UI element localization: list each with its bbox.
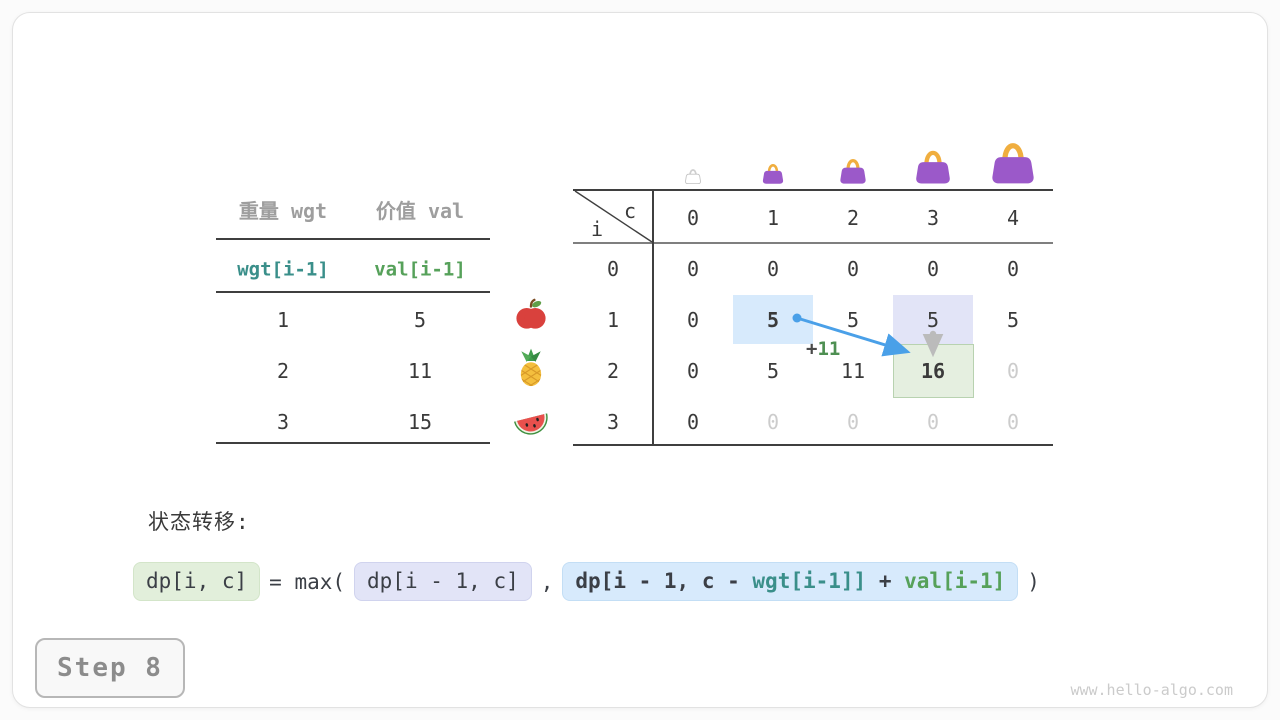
watermelon-icon bbox=[513, 406, 549, 442]
add-value-annotation: +11 bbox=[806, 338, 840, 360]
bag-capacity-4-icon bbox=[990, 135, 1037, 188]
item-val: 11 bbox=[407, 359, 433, 383]
dp-cell: 0 bbox=[846, 257, 860, 281]
corner-col-var: c bbox=[623, 199, 637, 223]
formula-close-paren: ) bbox=[1027, 569, 1040, 594]
items-table-line-top bbox=[216, 238, 490, 240]
bag-capacity-1-icon bbox=[762, 160, 785, 188]
dp-table-line-header bbox=[573, 242, 1053, 244]
corner-row-var: i bbox=[590, 217, 604, 241]
formula-option2-wgt: wgt[i-1]] bbox=[752, 569, 867, 593]
formula-option2-val: val[i-1] bbox=[904, 569, 1006, 593]
add-plus-sign: + bbox=[806, 338, 818, 360]
items-table-line-bottom bbox=[216, 442, 490, 444]
add-value: 11 bbox=[817, 338, 841, 360]
dp-col-header: 4 bbox=[1006, 206, 1020, 230]
dp-cell: 0 bbox=[686, 257, 700, 281]
dp-cell: 0 bbox=[926, 257, 940, 281]
dp-row-header: 3 bbox=[606, 410, 620, 434]
pineapple-icon bbox=[516, 348, 546, 392]
formula-option2: dp[i - 1, c - wgt[i-1]] + val[i-1] bbox=[562, 562, 1019, 602]
formula-label: 状态转移: bbox=[148, 510, 250, 534]
dp-table-line-bottom bbox=[573, 444, 1053, 446]
dp-cell-empty: 0 bbox=[1006, 410, 1020, 434]
dp-cell-empty: 0 bbox=[846, 410, 860, 434]
dp-cell: 0 bbox=[686, 308, 700, 332]
dp-cell: 0 bbox=[766, 257, 780, 281]
dp-col-header: 2 bbox=[846, 206, 860, 230]
item-val: 5 bbox=[413, 308, 427, 332]
dp-cell: 0 bbox=[1006, 257, 1020, 281]
dp-cell-empty: 0 bbox=[1006, 359, 1020, 383]
dp-cell-current: 16 bbox=[920, 359, 946, 383]
item-wgt: 3 bbox=[276, 410, 290, 434]
dp-row-header: 0 bbox=[606, 257, 620, 281]
dp-table-line-top bbox=[573, 189, 1053, 191]
formula-comma: , bbox=[540, 569, 554, 594]
formula-option1: dp[i - 1, c] bbox=[354, 562, 532, 602]
dp-cell: 0 bbox=[686, 359, 700, 383]
formula-equals-max: = max( bbox=[269, 569, 346, 594]
dp-col-header: 1 bbox=[766, 206, 780, 230]
dp-cell: 11 bbox=[840, 359, 866, 383]
items-subheader-val: val[i-1] bbox=[374, 258, 466, 281]
items-col-header-wgt: 重量 wgt bbox=[238, 199, 328, 223]
items-col-header-val: 价值 val bbox=[375, 199, 465, 223]
dp-cell: 5 bbox=[1006, 308, 1020, 332]
items-table-line-mid bbox=[216, 291, 490, 293]
step-badge: Step 8 bbox=[35, 638, 185, 698]
bag-capacity-3-icon bbox=[914, 144, 952, 188]
dp-col-header: 3 bbox=[926, 206, 940, 230]
dp-table-line-vertical bbox=[652, 189, 654, 446]
dp-cell-source: 5 bbox=[766, 308, 780, 332]
formula-lhs: dp[i, c] bbox=[133, 562, 261, 602]
state-transition-formula: dp[i, c] = max( dp[i - 1, c] , dp[i - 1,… bbox=[133, 562, 1049, 602]
formula-option2-prefix: dp[i - 1, c - bbox=[575, 569, 753, 593]
dp-cell-empty: 0 bbox=[926, 410, 940, 434]
apple-icon bbox=[515, 298, 547, 336]
dp-cell-empty: 0 bbox=[766, 410, 780, 434]
dp-cell: 0 bbox=[686, 410, 700, 434]
figure-card bbox=[12, 12, 1268, 708]
dp-row-header: 2 bbox=[606, 359, 620, 383]
item-wgt: 2 bbox=[276, 359, 290, 383]
site-url: www.hello-algo.com bbox=[1070, 681, 1233, 699]
dp-cell-option-above: 5 bbox=[926, 308, 940, 332]
items-subheader-wgt: wgt[i-1] bbox=[237, 258, 329, 281]
dp-cell: 5 bbox=[766, 359, 780, 383]
item-wgt: 1 bbox=[276, 308, 290, 332]
bag-capacity-2-icon bbox=[839, 154, 868, 188]
dp-col-header: 0 bbox=[686, 206, 700, 230]
item-val: 15 bbox=[407, 410, 433, 434]
dp-cell: 5 bbox=[846, 308, 860, 332]
dp-row-header: 1 bbox=[606, 308, 620, 332]
bag-capacity-0-icon bbox=[685, 166, 702, 188]
formula-option2-plus: + bbox=[866, 569, 905, 593]
